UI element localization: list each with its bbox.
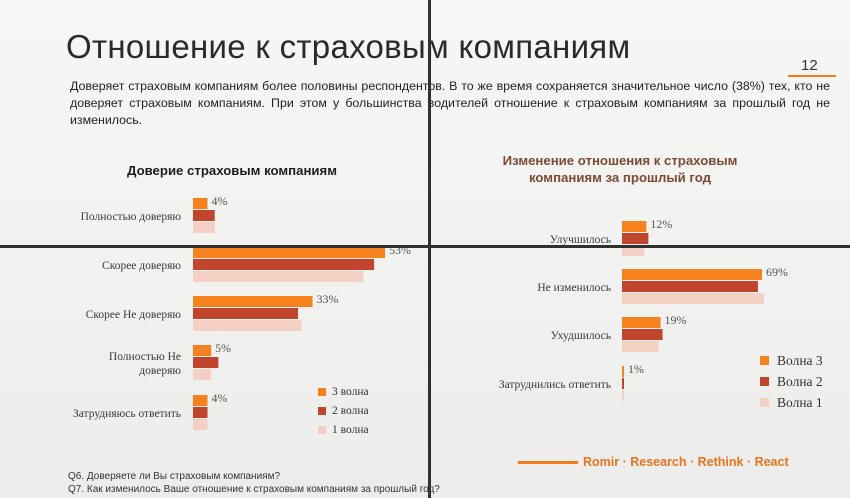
bar-1-0-0 [622,221,647,232]
legend-swatch [318,406,326,415]
chart-title-trust: Доверие страховым компаниям [127,163,337,178]
slide-title: Отношение к страховым компаниям [66,28,631,65]
legend-label: Волна 3 [777,352,823,368]
bar-0-2-1 [193,308,299,319]
brand-tagline: Romir · Research · Rethink · React [583,455,789,469]
category-label: Полностью доверяю [81,211,182,223]
bar-0-2-2 [193,320,302,331]
bar-1-0-1 [622,233,649,244]
category-label: Скорее доверяю [102,260,181,272]
bar-1-1-2 [622,293,765,304]
category-label: Затруднились ответить [499,379,611,391]
value-label: 5% [215,341,231,355]
chart-title-change: Изменение отношения к страховым компания… [502,153,738,185]
bar-1-2-0 [622,317,661,328]
value-label: 4% [211,194,227,208]
category-label: Полностью Не [109,351,181,363]
value-label: 33% [317,292,339,306]
bar-1-3-0 [622,366,625,377]
photo-seam-vertical [428,0,431,498]
brand-line [518,461,578,464]
photo-seam-horizontal [0,245,850,248]
page-number: 12 [801,57,818,74]
bar-1-3-2 [622,390,624,401]
category-label: Ухудшилось [551,330,611,342]
bar-0-1-1 [193,259,375,270]
footnote-q6: Q6. Доверяете ли Вы страховым компаниям? [68,471,281,482]
bar-0-0-0 [193,198,208,209]
bar-0-3-0 [193,345,212,356]
legend-swatch [760,398,769,407]
legend-swatch [760,377,769,386]
value-label: 4% [211,391,227,405]
legend-swatch [760,356,769,365]
category-label: Скорее Не доверяю [86,309,182,321]
bar-0-4-0 [193,395,208,406]
legend-label: 3 волна [332,385,369,398]
bar-0-2-0 [193,296,313,307]
bar-1-3-1 [622,378,624,389]
bar-1-2-2 [622,341,659,352]
bar-1-2-1 [622,329,663,340]
bar-0-1-2 [193,271,364,282]
bar-0-0-2 [193,222,215,233]
category-label: Не изменилось [537,282,611,294]
bar-0-1-0 [193,247,385,258]
trust-legend-item: 1 волна [318,420,369,439]
footnote-q7: Q7. Как изменилось Ваше отношение к стра… [68,484,440,495]
value-label: 19% [665,313,687,327]
legend-change: Волна 3 Волна 2 Волна 1 [760,350,823,413]
change-legend-item: Волна 1 [760,392,823,413]
bar-0-4-1 [193,407,208,418]
trust-legend-item: 3 волна [318,382,369,401]
category-label: Улучшилось [550,234,611,246]
change-legend-item: Волна 3 [760,350,823,371]
value-label: 12% [650,217,672,231]
bar-1-0-2 [622,245,645,256]
change-legend-item: Волна 2 [760,371,823,392]
bar-1-1-1 [622,281,758,292]
trust-legend-item: 2 волна [318,401,369,420]
bar-0-0-1 [193,210,215,221]
legend-swatch [318,387,326,396]
category-label: доверяю [139,365,181,377]
bar-0-4-2 [193,419,208,430]
value-label: 1% [628,362,644,376]
legend-label: 1 волна [332,423,369,436]
bar-0-3-2 [193,369,212,380]
bar-1-1-0 [622,269,762,280]
value-label: 69% [766,265,788,279]
slide-description: Доверяет страховым компаниям более полов… [70,79,830,127]
legend-trust: 3 волна 2 волна 1 волна [318,382,369,439]
bar-0-3-1 [193,357,219,368]
legend-label: Волна 1 [777,394,823,410]
legend-swatch [318,425,326,434]
category-label: Затрудняюсь ответить [73,408,181,420]
legend-label: Волна 2 [777,373,823,389]
page-number-underline [788,75,836,77]
legend-label: 2 волна [332,404,369,417]
